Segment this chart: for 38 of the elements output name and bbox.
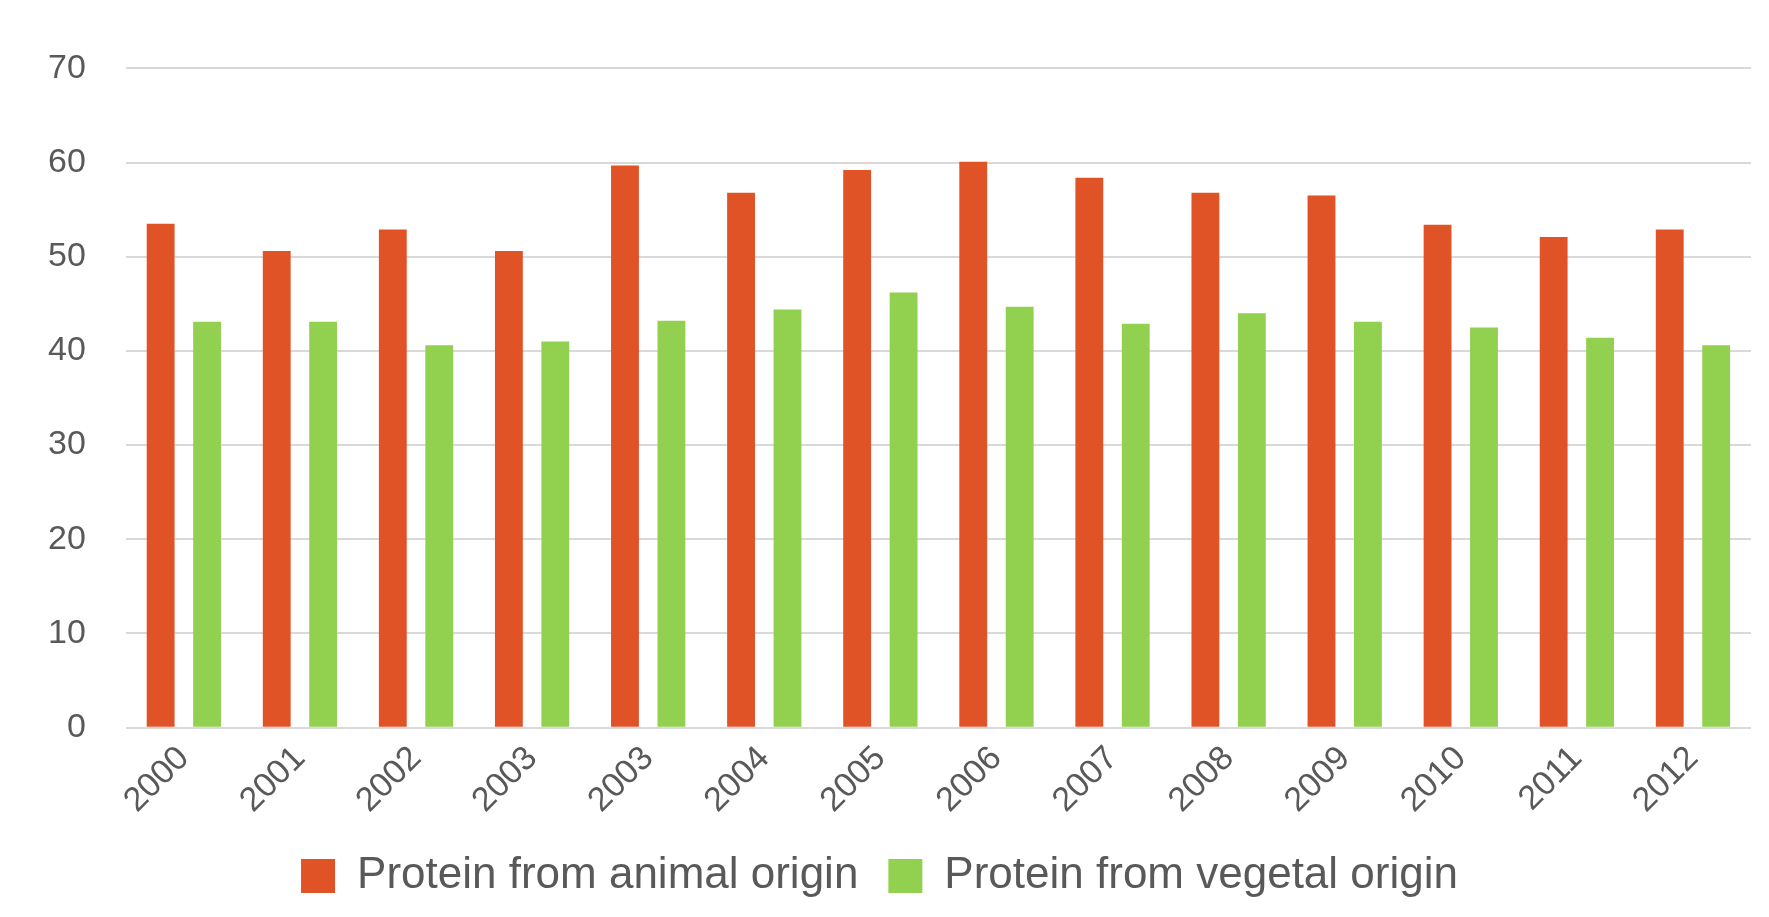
bar (611, 165, 639, 727)
bar (1075, 177, 1104, 727)
bar (309, 321, 338, 727)
y-tick-label: 60 (47, 140, 86, 179)
bar (262, 251, 291, 727)
y-tick-label: 50 (47, 235, 86, 274)
y-tick-label: 70 (47, 46, 86, 85)
bar (1655, 229, 1684, 727)
legend-label: Protein from vegetal origin (944, 848, 1458, 898)
bar (541, 341, 570, 727)
bar (146, 223, 175, 727)
bar (1539, 236, 1568, 727)
bar (1237, 313, 1266, 727)
bar (727, 192, 755, 727)
y-tick-label: 0 (66, 706, 86, 745)
bar (1423, 224, 1452, 727)
bar (1353, 321, 1382, 727)
bar (1586, 337, 1615, 727)
bar (1470, 327, 1498, 727)
bar (1702, 345, 1731, 727)
y-tick-label: 30 (47, 423, 86, 462)
bar (1307, 195, 1336, 727)
bar (843, 170, 872, 727)
bar (657, 320, 686, 727)
bar (959, 161, 988, 727)
y-tick-label: 20 (47, 517, 86, 556)
bar (425, 345, 454, 727)
legend-label: Protein from animal origin (357, 848, 859, 898)
bar (378, 229, 407, 727)
bar (773, 309, 802, 727)
y-tick-label: 40 (47, 329, 86, 368)
bar (889, 292, 918, 727)
bar (193, 321, 222, 727)
y-tick-label: 10 (47, 611, 86, 650)
bar (494, 251, 523, 727)
bar (1121, 323, 1150, 727)
bar (1005, 306, 1034, 727)
bar (1191, 192, 1220, 727)
